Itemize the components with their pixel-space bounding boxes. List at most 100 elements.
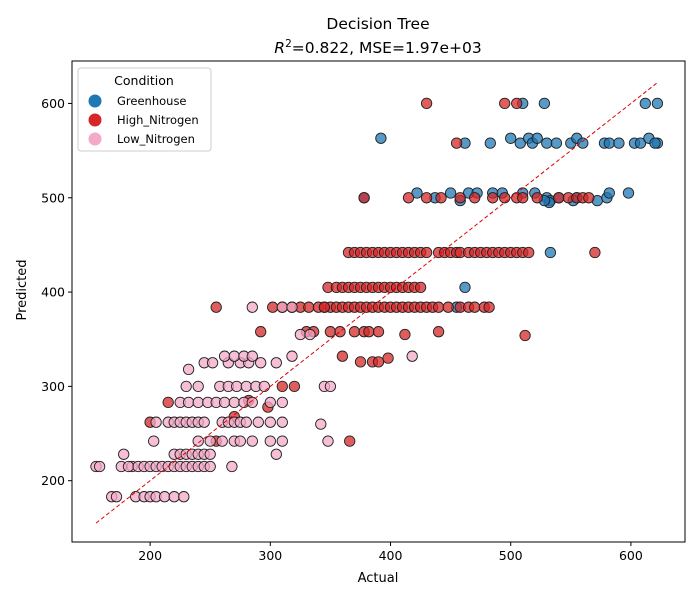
point-high-nitrogen bbox=[519, 329, 531, 342]
point-low-nitrogen bbox=[286, 350, 298, 362]
point-low-nitrogen bbox=[178, 491, 190, 503]
point-low-nitrogen bbox=[276, 416, 288, 428]
point-low-nitrogen bbox=[148, 435, 160, 447]
point-greenhouse bbox=[375, 132, 387, 144]
point-high-nitrogen bbox=[363, 326, 375, 338]
reference-line-layer bbox=[95, 82, 658, 524]
point-high-nitrogen bbox=[589, 246, 601, 259]
point-high-nitrogen bbox=[348, 326, 361, 338]
point-greenhouse bbox=[634, 137, 647, 149]
chart-subtitle: R2=0.822, MSE=1.97e+03 bbox=[274, 38, 481, 57]
point-low-nitrogen bbox=[276, 435, 288, 447]
subtitle-r: R bbox=[274, 39, 285, 57]
point-greenhouse bbox=[639, 97, 651, 110]
point-low-nitrogen bbox=[93, 460, 106, 473]
point-high-nitrogen bbox=[420, 97, 433, 110]
point-high-nitrogen bbox=[517, 192, 529, 204]
point-high-nitrogen bbox=[303, 301, 315, 313]
point-low-nitrogen bbox=[252, 416, 264, 428]
point-high-nitrogen bbox=[499, 192, 511, 204]
point-greenhouse bbox=[484, 137, 496, 149]
point-high-nitrogen bbox=[553, 192, 565, 204]
point-greenhouse bbox=[459, 281, 471, 294]
point-low-nitrogen bbox=[182, 363, 195, 376]
point-high-nitrogen bbox=[435, 192, 447, 204]
point-greenhouse bbox=[531, 132, 543, 144]
point-low-nitrogen bbox=[118, 448, 130, 460]
point-low-nitrogen bbox=[246, 435, 258, 447]
point-greenhouse bbox=[538, 97, 551, 110]
point-low-nitrogen bbox=[228, 396, 240, 409]
point-greenhouse bbox=[603, 187, 615, 199]
point-greenhouse bbox=[505, 132, 517, 144]
point-low-nitrogen bbox=[258, 380, 270, 393]
point-low-nitrogen bbox=[240, 380, 252, 393]
legend-marker-greenhouse bbox=[88, 94, 102, 108]
point-low-nitrogen bbox=[246, 350, 258, 362]
point-low-nitrogen bbox=[182, 396, 195, 409]
point-high-nitrogen bbox=[420, 192, 433, 204]
point-low-nitrogen bbox=[231, 380, 243, 393]
point-greenhouse bbox=[544, 246, 557, 259]
point-low-nitrogen bbox=[192, 435, 204, 447]
legend-box bbox=[77, 67, 212, 152]
point-low-nitrogen bbox=[255, 357, 267, 369]
point-high-nitrogen bbox=[288, 380, 301, 393]
point-high-nitrogen bbox=[442, 301, 454, 313]
y-axis: 200 300 400 500 600 bbox=[41, 96, 72, 488]
legend: Condition Greenhouse High_Nitrogen Low_Nit… bbox=[77, 67, 212, 152]
x-axis: 200 300 400 500 600 bbox=[138, 542, 643, 563]
point-low-nitrogen bbox=[315, 418, 327, 430]
point-high-nitrogen bbox=[402, 192, 415, 204]
point-high-nitrogen bbox=[276, 380, 288, 393]
subtitle-metrics: =0.822, MSE=1.97e+03 bbox=[292, 39, 482, 57]
plot-frame bbox=[71, 60, 686, 543]
point-high-nitrogen bbox=[372, 356, 385, 368]
point-greenhouse bbox=[622, 187, 635, 199]
point-high-nitrogen bbox=[531, 192, 543, 204]
point-high-nitrogen bbox=[336, 350, 349, 362]
x-tick-label: 300 bbox=[258, 548, 282, 563]
legend-marker-high-nitrogen bbox=[88, 113, 102, 127]
legend-label-high-nitrogen: High_Nitrogen bbox=[117, 113, 199, 127]
point-low-nitrogen bbox=[322, 435, 334, 447]
legend-items: Greenhouse High_Nitrogen Low_Nitrogen bbox=[88, 94, 199, 146]
point-greenhouse bbox=[649, 137, 661, 149]
point-low-nitrogen bbox=[168, 491, 180, 503]
point-low-nitrogen bbox=[264, 416, 276, 428]
point-low-nitrogen bbox=[180, 380, 192, 393]
point-greenhouse bbox=[550, 137, 563, 149]
point-high-nitrogen bbox=[450, 137, 463, 149]
point-greenhouse bbox=[651, 97, 664, 110]
chart-title: Decision Tree bbox=[326, 15, 429, 33]
point-high-nitrogen bbox=[583, 192, 595, 204]
point-high-nitrogen bbox=[487, 192, 499, 204]
point-low-nitrogen bbox=[206, 357, 219, 369]
point-greenhouse bbox=[444, 187, 457, 199]
x-tick-label: 600 bbox=[619, 548, 643, 563]
y-tick-label: 300 bbox=[41, 379, 65, 394]
point-high-nitrogen bbox=[210, 301, 222, 313]
x-tick-label: 400 bbox=[379, 548, 403, 563]
x-tick-label: 500 bbox=[499, 548, 523, 563]
point-low-nitrogen bbox=[324, 380, 337, 393]
point-low-nitrogen bbox=[304, 328, 316, 341]
point-high-nitrogen bbox=[499, 97, 511, 110]
point-low-nitrogen bbox=[276, 301, 288, 313]
point-high-nitrogen bbox=[255, 326, 267, 338]
point-low-nitrogen bbox=[270, 448, 282, 460]
point-low-nitrogen bbox=[264, 435, 276, 447]
point-high-nitrogen bbox=[334, 326, 346, 338]
identity-reference-line bbox=[95, 82, 658, 524]
legend-marker-low-nitrogen bbox=[88, 132, 102, 146]
point-low-nitrogen bbox=[286, 301, 298, 313]
point-low-nitrogen bbox=[218, 396, 231, 409]
point-low-nitrogen bbox=[204, 460, 216, 473]
point-high-nitrogen bbox=[454, 192, 466, 204]
point-greenhouse bbox=[613, 137, 625, 149]
point-high-nitrogen bbox=[432, 326, 445, 338]
point-high-nitrogen bbox=[267, 301, 279, 313]
legend-title: Condition bbox=[114, 73, 174, 88]
y-axis-label: Predicted bbox=[15, 259, 30, 320]
point-low-nitrogen bbox=[228, 350, 240, 362]
